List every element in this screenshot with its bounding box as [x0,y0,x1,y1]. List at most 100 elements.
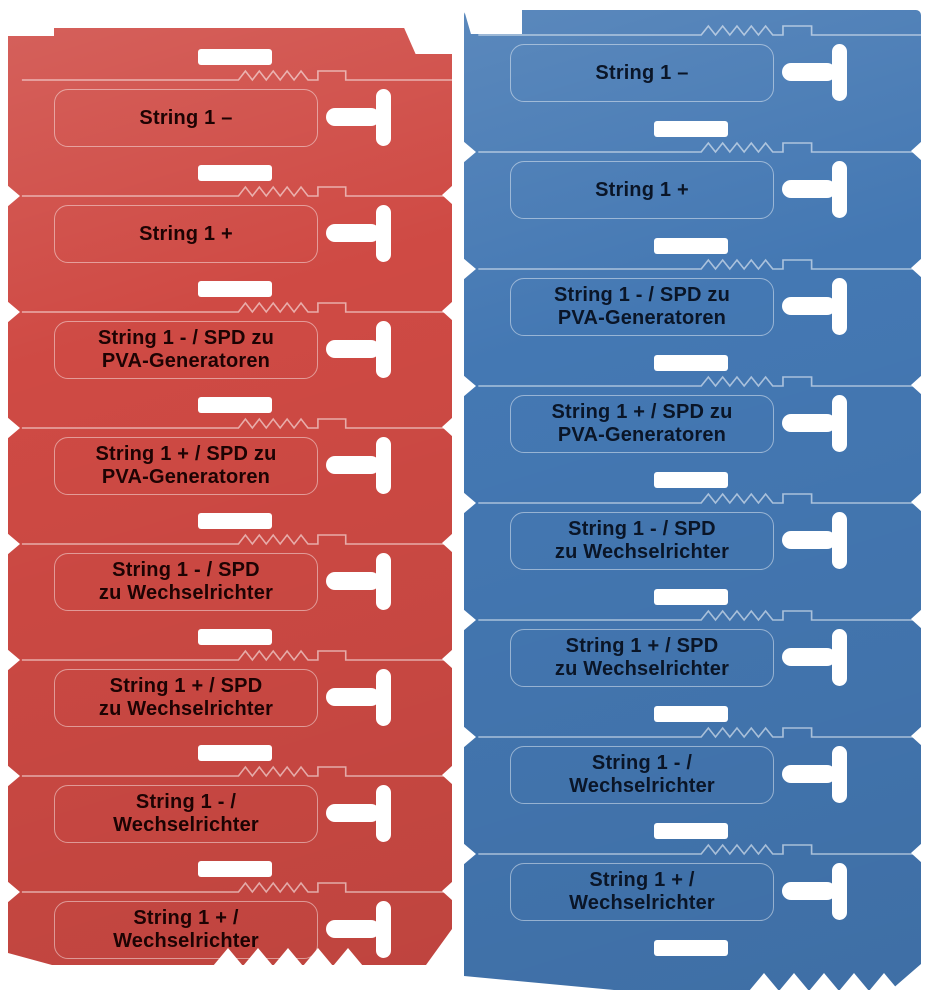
dash-cutout-icon [654,238,728,254]
label-line2: PVA-Generatoren [101,466,271,488]
label-field: String 1 + / SPD zu Wechselrichter [54,669,318,727]
dash-cutout-icon [198,745,272,761]
sheet-corner-cut [464,10,522,34]
t-slot-cutout-stem-icon [326,340,380,358]
t-slot-cutout-bar-icon [376,901,391,958]
label-line2: zu Wechselrichter [98,582,274,604]
dash-cutout-icon [198,397,272,413]
t-slot-cutout-stem-icon [782,297,836,315]
t-slot-cutout-stem-icon [326,456,380,474]
serration-cut-line [478,609,921,622]
dash-cutout-icon [654,823,728,839]
dash-cutout-icon [654,355,728,371]
edge-notch-right-icon [911,258,922,278]
t-slot-cutout-bar-icon [832,278,847,335]
label-field: String 1 - / SPD zu Wechselrichter [510,512,774,570]
dash-cutout-icon [198,513,272,529]
bottom-serration-icon [749,973,899,991]
edge-notch-right-icon [442,533,453,553]
t-slot-cutout-bar-icon [376,205,391,262]
serration-cut-line [478,375,921,388]
edge-notch-right-icon [911,726,922,746]
label-field: String 1 - / SPD zu PVA-Generatoren [54,321,318,379]
label-line2: zu Wechselrichter [554,541,730,563]
serration-cut-line [478,258,921,271]
label-line1: String 1 - / SPD zu [97,327,275,349]
dash-cutout-icon [198,281,272,297]
edge-notch-right-icon [442,765,453,785]
dash-cutout-icon [654,589,728,605]
edge-notch-right-icon [442,881,453,901]
dash-cutout-icon [198,49,272,65]
t-slot-cutout-bar-icon [376,321,391,378]
label-field: String 1 + / Wechselrichter [510,863,774,921]
label-field: String 1 + [54,205,318,263]
label-line1: String 1 - / SPD [112,559,260,581]
label-line1: String 1 - / SPD [568,518,716,540]
serration-cut-line [478,726,921,739]
label-field: String 1 - / Wechselrichter [54,785,318,843]
t-slot-cutout-bar-icon [832,395,847,452]
t-slot-cutout-stem-icon [326,108,380,126]
label-field: String 1 + / Wechselrichter [54,901,318,959]
label-line1: String 1 – [139,106,233,129]
blue-tag-stack: String 1 – String 1 + String 1 - / SPD z… [463,10,922,990]
label-line1: String 1 + / SPD [565,635,719,657]
t-slot-cutout-bar-icon [832,44,847,101]
label-line1: String 1 + / [133,907,239,929]
label-line2: Wechselrichter [569,892,715,914]
t-slot-cutout-stem-icon [782,648,836,666]
t-slot-cutout-stem-icon [782,414,836,432]
serration-cut-line [478,141,921,154]
label-line2: PVA-Generatoren [557,424,727,446]
t-slot-cutout-bar-icon [376,669,391,726]
serration-cut-line [478,24,921,37]
label-field: String 1 - / SPD zu Wechselrichter [54,553,318,611]
serration-cut-line [21,533,452,546]
edge-notch-right-icon [911,141,922,161]
edge-notch-right-icon [911,375,922,395]
label-line2: PVA-Generatoren [101,350,271,372]
label-field: String 1 – [54,89,318,147]
dash-cutout-icon [198,861,272,877]
label-line2: zu Wechselrichter [554,658,730,680]
serration-cut-line [21,301,452,314]
serration-cut-line [21,417,452,430]
t-slot-cutout-bar-icon [832,629,847,686]
serration-cut-line [478,843,921,856]
edge-notch-right-icon [911,609,922,629]
dash-cutout-icon [654,940,728,956]
red-tag-stack: String 1 – String 1 + String 1 - / SPD z… [7,28,453,965]
serration-cut-line [21,881,452,894]
label-field: String 1 - / SPD zu PVA-Generatoren [510,278,774,336]
label-line2: Wechselrichter [113,930,259,952]
t-slot-cutout-bar-icon [832,863,847,920]
label-field: String 1 + / SPD zu PVA-Generatoren [510,395,774,453]
dash-cutout-icon [654,121,728,137]
label-field: String 1 – [510,44,774,102]
serration-cut-line [21,69,452,82]
label-line1: String 1 + [595,178,689,201]
t-slot-cutout-bar-icon [376,785,391,842]
bottom-serration-icon [213,948,363,966]
t-slot-cutout-stem-icon [326,804,380,822]
t-slot-cutout-stem-icon [326,572,380,590]
dash-cutout-icon [654,472,728,488]
label-line1: String 1 - / SPD zu [553,284,731,306]
label-line1: String 1 + / SPD [109,675,263,697]
t-slot-cutout-stem-icon [782,531,836,549]
t-slot-cutout-stem-icon [782,882,836,900]
t-slot-cutout-bar-icon [376,437,391,494]
label-line1: String 1 + [139,222,233,245]
dash-cutout-icon [654,706,728,722]
blue-label-sheet: String 1 – String 1 + String 1 - / SPD z… [463,10,922,991]
edge-notch-right-icon [911,492,922,512]
t-slot-cutout-bar-icon [832,746,847,803]
label-line2: PVA-Generatoren [557,307,727,329]
t-slot-cutout-stem-icon [782,180,836,198]
t-slot-cutout-stem-icon [326,920,380,938]
label-line1: String 1 + / SPD zu [95,443,277,465]
edge-notch-right-icon [442,649,453,669]
t-slot-cutout-stem-icon [782,765,836,783]
